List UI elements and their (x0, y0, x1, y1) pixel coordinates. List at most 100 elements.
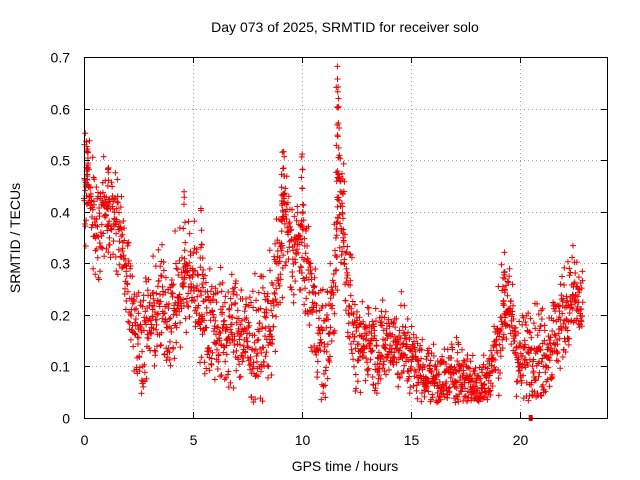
data-point (208, 283, 215, 290)
data-point (231, 341, 238, 348)
data-point (330, 291, 337, 298)
data-point (95, 276, 102, 283)
data-point (432, 363, 439, 370)
data-point (246, 294, 253, 301)
data-point (574, 283, 581, 290)
data-point (509, 308, 516, 315)
data-point (472, 364, 479, 371)
data-point (117, 253, 124, 260)
data-point (559, 310, 566, 317)
data-point (127, 262, 134, 269)
spike-point (104, 202, 111, 209)
data-point (245, 302, 252, 309)
data-point (154, 283, 161, 290)
data-point (527, 329, 534, 336)
data-point (578, 285, 585, 292)
data-point (201, 359, 208, 366)
spike-point (279, 200, 286, 207)
data-point (397, 334, 404, 341)
data-point (207, 288, 214, 295)
data-point (467, 358, 474, 365)
data-point (135, 310, 142, 317)
data-point (413, 368, 420, 375)
data-point (493, 336, 500, 343)
data-point (380, 358, 387, 365)
data-point (402, 332, 409, 339)
data-point (447, 374, 454, 381)
data-point (124, 288, 131, 295)
data-point (119, 245, 126, 252)
data-point (356, 314, 363, 321)
data-point (153, 316, 160, 323)
data-point (298, 174, 305, 181)
data-point (312, 290, 319, 297)
data-point (569, 242, 576, 249)
data-point (117, 204, 124, 211)
data-point (228, 271, 235, 278)
data-point (149, 313, 156, 320)
data-point (203, 324, 210, 331)
data-point (346, 334, 353, 341)
data-point (162, 274, 169, 281)
data-point (491, 357, 498, 364)
data-point (197, 244, 204, 251)
data-point (528, 334, 535, 341)
spike-point (334, 168, 341, 175)
data-point (532, 377, 539, 384)
data-point (277, 271, 284, 278)
data-point (263, 349, 270, 356)
data-point (136, 354, 143, 361)
data-point (539, 355, 546, 362)
data-point (176, 257, 183, 264)
data-point (272, 295, 279, 302)
data-point (550, 317, 557, 324)
spike-point (333, 169, 340, 176)
data-point (525, 310, 532, 317)
data-point (558, 273, 565, 280)
data-point (551, 331, 558, 338)
data-point (566, 265, 573, 272)
data-point (379, 297, 386, 304)
data-point (180, 296, 187, 303)
data-point (112, 169, 119, 176)
spike-point (334, 133, 341, 140)
data-point (220, 349, 227, 356)
y-tick-label: 0 (62, 411, 70, 427)
data-point (205, 293, 212, 300)
data-point (574, 315, 581, 322)
data-point (546, 337, 553, 344)
data-point (270, 302, 277, 309)
data-point (93, 246, 100, 253)
data-point (546, 383, 553, 390)
data-point (127, 336, 134, 343)
data-point (257, 305, 264, 312)
data-point (395, 339, 402, 346)
data-point (542, 388, 549, 395)
spike-point (280, 165, 287, 172)
data-point (372, 305, 379, 312)
data-point (252, 396, 259, 403)
data-point (114, 271, 121, 278)
y-tick-label: 0.7 (51, 50, 71, 66)
data-point (340, 237, 347, 244)
data-point (208, 355, 215, 362)
data-point (393, 315, 400, 322)
x-tick-label: 0 (81, 432, 89, 448)
spike-point (299, 151, 306, 158)
data-point (332, 283, 339, 290)
data-point (237, 373, 244, 380)
spike-point (84, 171, 91, 178)
data-point (494, 349, 501, 356)
data-point (450, 370, 457, 377)
data-point (105, 249, 112, 256)
spike-point (182, 260, 189, 267)
data-point (569, 305, 576, 312)
data-point (430, 341, 437, 348)
data-point (333, 219, 340, 226)
data-point (288, 206, 295, 213)
data-point (451, 364, 458, 371)
data-point (113, 230, 120, 237)
data-point (255, 336, 262, 343)
data-point (334, 253, 341, 260)
spike-point (279, 207, 286, 214)
